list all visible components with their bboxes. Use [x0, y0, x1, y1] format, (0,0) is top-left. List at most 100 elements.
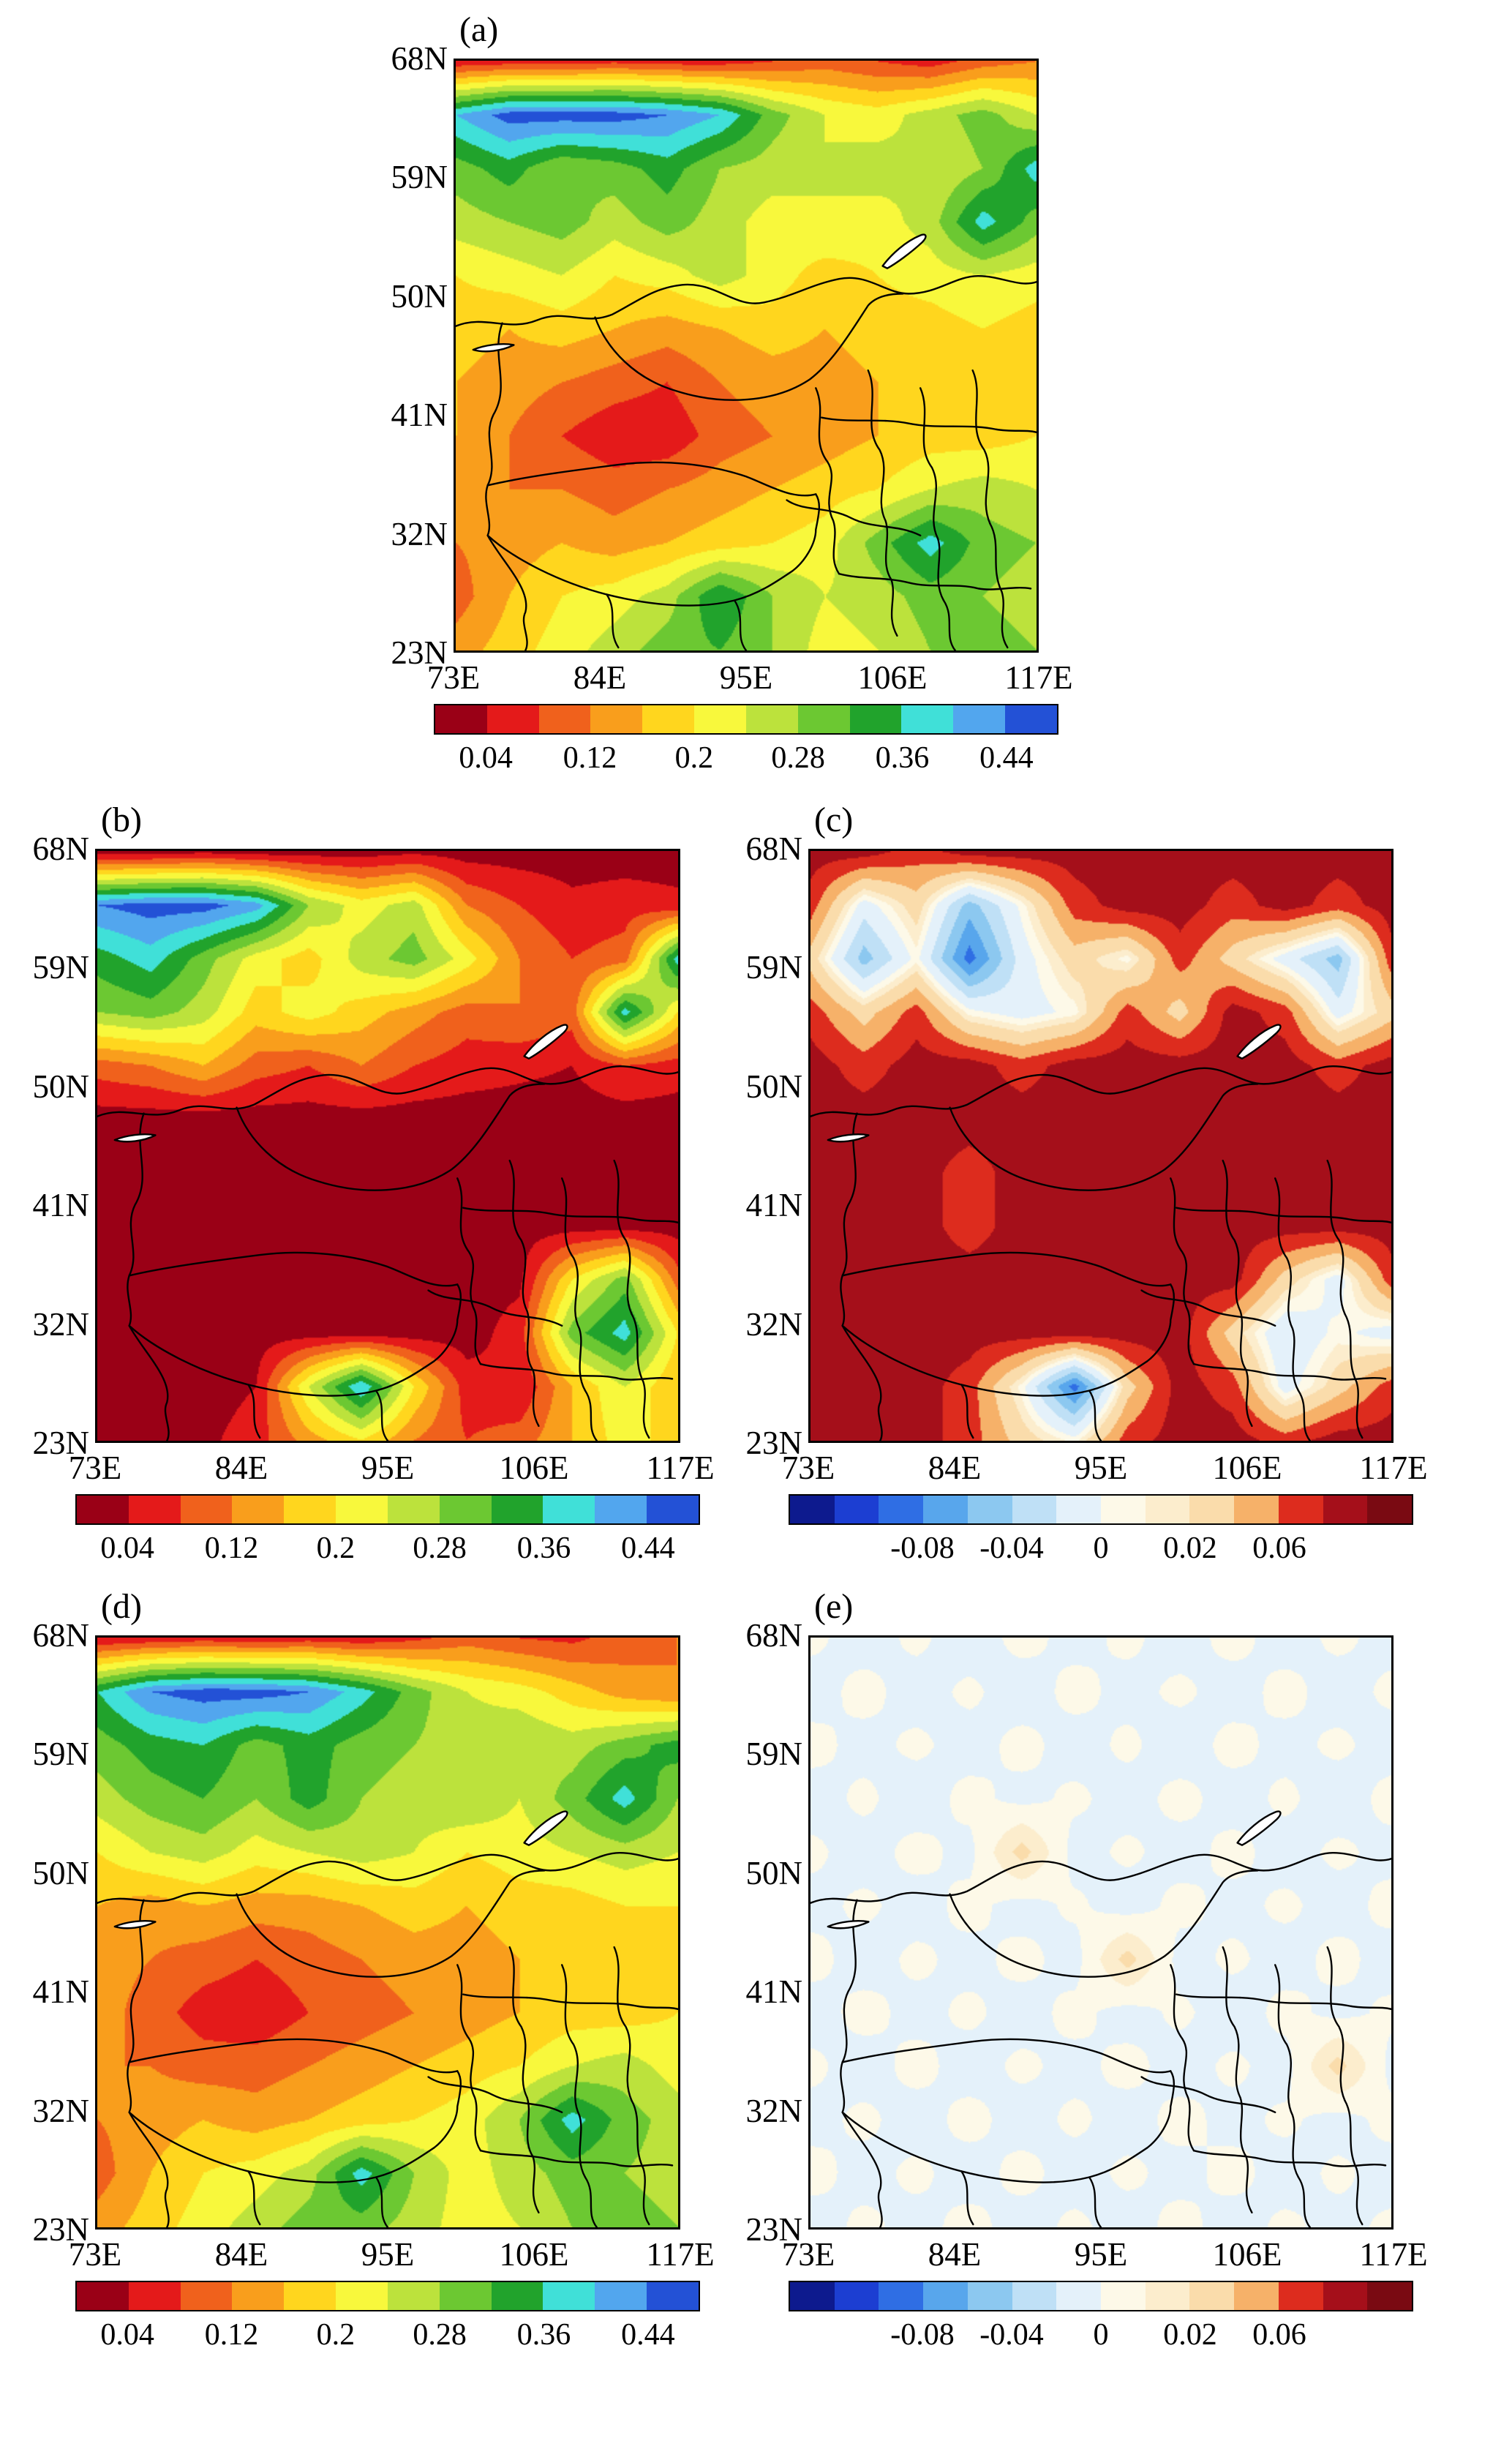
- x-tick-label: 106E: [499, 1450, 569, 1486]
- colorbar-labels-a: 0.04 0.12 0.2 0.28 0.36 0.44: [434, 740, 1058, 779]
- x-tick-label: 106E: [1212, 1450, 1282, 1486]
- map-e: [808, 1635, 1393, 2230]
- panel-label-b: (b): [101, 800, 142, 839]
- x-tick-label: 84E: [928, 2236, 982, 2273]
- x-tick-label: 106E: [1212, 2236, 1282, 2273]
- colorbar-segment: [1005, 705, 1057, 733]
- y-tick-label: 68N: [32, 830, 90, 867]
- colorbar-segment: [435, 705, 487, 733]
- x-tick-label: 84E: [573, 659, 627, 696]
- colorbar-segment: [128, 1496, 181, 1523]
- colorbar-segment: [543, 2282, 595, 2310]
- colorbar-segment: [1278, 1496, 1323, 1523]
- map-b: [95, 849, 680, 1443]
- y-tick-label: 41N: [32, 1973, 90, 2011]
- y-tick-label: 41N: [391, 397, 448, 434]
- colorbar-a: [434, 704, 1058, 735]
- colorbar-tick-label: 0.28: [413, 1531, 467, 1565]
- colorbar-labels-c: -0.08 -0.04 0 0.02 0.06: [789, 1531, 1413, 1569]
- colorbar-segment: [745, 705, 798, 733]
- colorbar-tick-label: 0: [1093, 1531, 1109, 1565]
- y-tick-label: 32N: [32, 2092, 90, 2129]
- x-tick-label: 73E: [426, 659, 481, 696]
- y-tick-label: 68N: [32, 1617, 90, 1654]
- colorbar-segment: [595, 1496, 647, 1523]
- colorbar-tick-label: 0.36: [516, 1531, 571, 1565]
- colorbar-segment: [834, 1496, 879, 1523]
- country-borders-overlay: [810, 1810, 1391, 2227]
- x-tick-label: 95E: [361, 1450, 415, 1486]
- x-tick-label: 106E: [857, 659, 928, 696]
- colorbar-segment: [879, 2282, 924, 2310]
- x-tick-label: 117E: [646, 1450, 715, 1486]
- y-tick-label: 68N: [391, 40, 448, 77]
- y-tick-label: 59N: [391, 159, 448, 196]
- x-tick-label: 73E: [781, 2236, 835, 2273]
- colorbar-tick-label: 0.04: [100, 2318, 154, 2352]
- colorbar-segment: [1234, 2282, 1279, 2310]
- colorbar-segment: [849, 705, 902, 733]
- colorbar-labels-b: 0.04 0.12 0.2 0.28 0.36 0.44: [75, 1531, 700, 1569]
- y-tick-label: 59N: [745, 949, 803, 986]
- colorbar-tick-label: -0.04: [979, 1531, 1044, 1565]
- colorbar-labels-e: -0.08 -0.04 0 0.02 0.06: [789, 2317, 1413, 2355]
- colorbar-segment: [1278, 2282, 1323, 2310]
- x-tick-label: 84E: [214, 1450, 268, 1486]
- colorbar-segment: [595, 2282, 647, 2310]
- colorbar-e: [789, 2281, 1413, 2311]
- colorbar-segment: [1101, 2282, 1146, 2310]
- colorbar-tick-label: 0.2: [316, 2318, 356, 2352]
- y-tick-label: 23N: [745, 2211, 803, 2248]
- colorbar-segment: [1012, 1496, 1057, 1523]
- x-tick-label: 84E: [928, 1450, 982, 1486]
- x-tick-label: 95E: [1074, 2236, 1128, 2273]
- colorbar-segment: [1056, 1496, 1102, 1523]
- colorbar-segment: [590, 705, 643, 733]
- y-tick-label: 59N: [32, 1736, 90, 1773]
- colorbar-tick-label: -0.08: [890, 1531, 955, 1565]
- colorbar-segment: [923, 1496, 968, 1523]
- colorbar-c: [789, 1494, 1413, 1525]
- map-d: [95, 1635, 680, 2230]
- colorbar-segment: [77, 1496, 129, 1523]
- country-borders-overlay: [456, 233, 1037, 650]
- colorbar-tick-label: 0.12: [563, 741, 617, 775]
- colorbar-segment: [387, 2282, 440, 2310]
- colorbar-segment: [128, 2282, 181, 2310]
- colorbar-tick-label: 0.02: [1163, 2318, 1217, 2352]
- colorbar-segment: [77, 2282, 129, 2310]
- panel-label-e: (e): [814, 1587, 854, 1626]
- colorbar-tick-label: 0.12: [204, 1531, 259, 1565]
- panel-e: (e) 68N 59N 50N 41N 32N 23N 73E 84E 95E 106E 117E…: [728, 1584, 1428, 2360]
- x-tick-label: 117E: [1004, 659, 1073, 696]
- y-tick-label: 68N: [745, 1617, 803, 1654]
- y-tick-label: 50N: [391, 277, 448, 315]
- x-tick-label: 95E: [361, 2236, 415, 2273]
- colorbar-tick-label: 0.2: [316, 1531, 356, 1565]
- panel-d: (d) 68N 59N 50N 41N 32N 23N 73E 84E 95E 106E 117E…: [15, 1584, 715, 2360]
- colorbar-segment: [647, 2282, 699, 2310]
- colorbar-segment: [953, 705, 1006, 733]
- colorbar-segment: [642, 705, 695, 733]
- y-tick-label: 68N: [745, 830, 803, 867]
- colorbar-segment: [232, 2282, 285, 2310]
- colorbar-tick-label: 0.04: [100, 1531, 154, 1565]
- country-borders-overlay: [97, 1024, 678, 1441]
- colorbar-d: [75, 2281, 700, 2311]
- colorbar-tick-label: 0.06: [1252, 1531, 1306, 1565]
- colorbar-segment: [439, 1496, 492, 1523]
- colorbar-segment: [694, 705, 746, 733]
- y-tick-label: 50N: [745, 1854, 803, 1891]
- map-c: [808, 849, 1393, 1443]
- colorbar-tick-label: 0.04: [459, 741, 513, 775]
- panel-a: (a) 68N 59N 50N 41N 32N 23N 73E 84E 95E 106E 117E…: [373, 7, 1073, 783]
- colorbar-segment: [180, 2282, 233, 2310]
- colorbar-segment: [790, 1496, 835, 1523]
- colorbar-segment: [486, 705, 539, 733]
- colorbar-tick-label: 0.36: [875, 741, 930, 775]
- colorbar-segment: [491, 2282, 544, 2310]
- y-tick-label: 23N: [32, 2211, 90, 2248]
- map-a: [454, 59, 1039, 653]
- colorbar-tick-label: -0.04: [979, 2318, 1044, 2352]
- colorbar-segment: [879, 1496, 924, 1523]
